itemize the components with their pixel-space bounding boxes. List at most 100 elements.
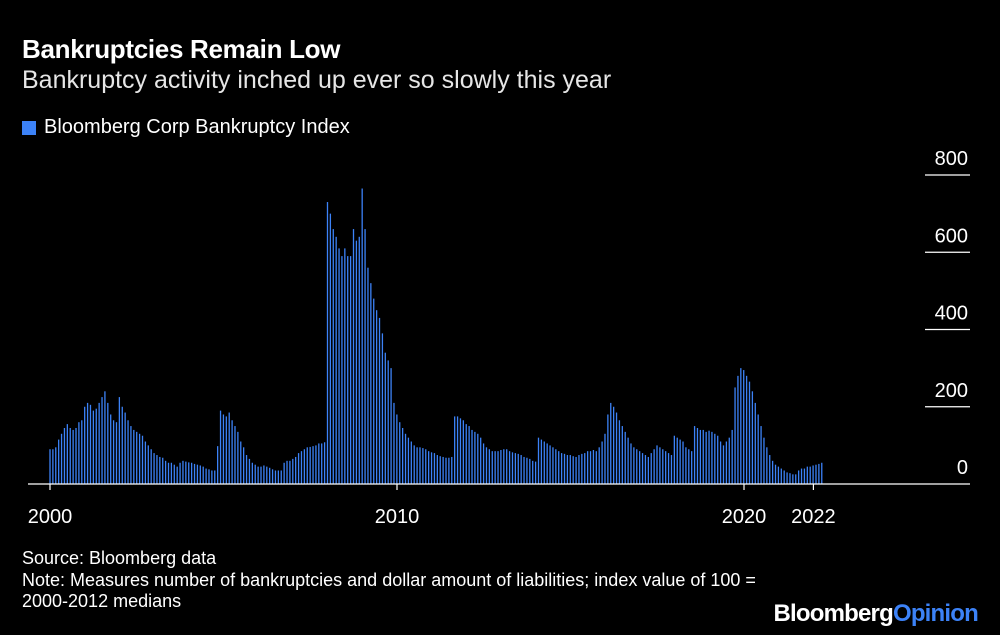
bar	[329, 213, 332, 485]
bar	[355, 240, 358, 484]
bar	[711, 431, 713, 484]
logo-bloomberg: Bloomberg	[773, 600, 893, 627]
bar	[118, 397, 121, 484]
bar	[410, 441, 412, 484]
bar	[566, 455, 569, 484]
bar	[517, 453, 519, 484]
bar	[618, 420, 621, 484]
bar	[251, 462, 253, 484]
bar	[312, 446, 314, 484]
bar	[696, 427, 699, 484]
bar	[667, 453, 670, 484]
bar	[610, 402, 612, 484]
bar	[497, 451, 499, 484]
legend-label: Bloomberg Corp Bankruptcy Index	[44, 116, 350, 138]
bar	[569, 455, 571, 484]
y-tick-label: 800	[935, 148, 968, 170]
y-tick-label: 200	[935, 380, 968, 402]
bar	[211, 470, 213, 484]
bar	[162, 457, 164, 484]
bar	[231, 420, 233, 484]
bar	[196, 464, 199, 484]
bar	[534, 461, 537, 484]
bar	[367, 267, 369, 484]
bar	[552, 447, 554, 484]
bar	[647, 456, 649, 484]
bar	[673, 435, 675, 484]
bar	[274, 470, 277, 484]
logo-opinion: Opinion	[892, 600, 979, 627]
bar	[488, 449, 491, 484]
bar	[266, 466, 268, 484]
bar	[633, 447, 635, 484]
bar	[601, 441, 603, 484]
bar	[321, 443, 323, 484]
bar	[682, 441, 684, 484]
bar	[641, 453, 644, 484]
bar	[679, 439, 681, 484]
bar	[480, 437, 482, 484]
bar	[399, 422, 401, 484]
bar	[705, 431, 707, 484]
bar	[182, 460, 184, 484]
chart-subtitle: Bankruptcy activity inched up ever so sl…	[22, 66, 612, 94]
bar	[780, 468, 782, 484]
bar	[153, 453, 155, 484]
bar	[271, 469, 274, 484]
bar	[624, 431, 626, 484]
bar	[751, 391, 754, 484]
bar	[173, 464, 175, 484]
bar	[572, 456, 574, 484]
bar	[58, 439, 60, 484]
bar	[650, 453, 652, 484]
bar	[491, 451, 493, 484]
bar	[699, 429, 702, 484]
bar	[199, 465, 201, 484]
bar	[740, 368, 742, 485]
bar	[121, 406, 123, 484]
bar	[477, 433, 479, 484]
bar	[529, 458, 531, 484]
bar	[777, 466, 780, 484]
bar	[300, 451, 303, 484]
bar	[792, 474, 794, 484]
bar	[349, 256, 352, 484]
bar	[459, 418, 462, 484]
bar	[416, 447, 418, 484]
bar	[815, 464, 817, 484]
bar	[101, 397, 103, 484]
bar	[370, 283, 372, 484]
bar	[656, 445, 658, 485]
bar	[277, 470, 279, 484]
bar	[818, 463, 820, 484]
x-tick-label: 2000	[28, 506, 73, 528]
bar	[425, 449, 427, 484]
bar	[688, 449, 690, 484]
bar	[78, 422, 80, 484]
bar	[769, 455, 771, 484]
bar	[167, 462, 170, 484]
bar	[127, 420, 129, 484]
bar	[75, 427, 77, 484]
bar	[520, 455, 522, 484]
bar	[144, 441, 147, 484]
bar	[335, 236, 337, 484]
bar	[306, 447, 308, 484]
bar	[757, 414, 759, 484]
bar	[728, 437, 730, 484]
bar	[783, 470, 785, 484]
bar	[745, 375, 748, 484]
bar	[297, 453, 300, 484]
bloomberg-opinion-logo: BloombergOpinion	[773, 600, 978, 628]
bar	[445, 457, 447, 484]
bar	[269, 467, 271, 484]
bar	[526, 457, 528, 484]
bar	[685, 447, 687, 484]
bar	[563, 453, 566, 484]
bar	[454, 416, 456, 484]
bar	[659, 447, 661, 484]
bar	[433, 453, 436, 484]
bar	[722, 445, 725, 485]
bar	[115, 422, 118, 484]
